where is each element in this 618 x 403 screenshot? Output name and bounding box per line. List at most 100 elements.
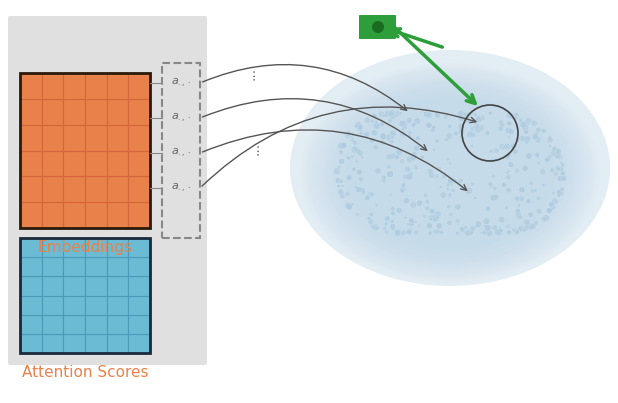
Circle shape — [354, 124, 358, 128]
Circle shape — [506, 230, 511, 235]
Bar — [107, 315, 129, 334]
Circle shape — [482, 230, 487, 235]
Circle shape — [358, 177, 364, 182]
Bar — [85, 150, 107, 177]
Circle shape — [541, 128, 546, 133]
Circle shape — [554, 153, 561, 159]
Circle shape — [530, 224, 533, 227]
Circle shape — [551, 151, 556, 157]
Circle shape — [486, 230, 493, 236]
Circle shape — [394, 155, 400, 160]
Ellipse shape — [326, 82, 574, 264]
Bar — [107, 73, 129, 99]
Bar — [107, 99, 129, 125]
Circle shape — [433, 218, 438, 222]
Ellipse shape — [310, 70, 591, 276]
Circle shape — [337, 165, 341, 169]
Circle shape — [465, 189, 471, 195]
Circle shape — [551, 206, 554, 210]
Bar — [107, 295, 129, 315]
Bar — [63, 177, 85, 202]
Bar — [129, 257, 150, 276]
Circle shape — [428, 215, 435, 221]
Circle shape — [517, 226, 524, 232]
Circle shape — [439, 230, 444, 235]
Circle shape — [412, 152, 417, 157]
Circle shape — [390, 153, 396, 159]
Circle shape — [394, 229, 401, 237]
Circle shape — [369, 212, 373, 217]
Circle shape — [519, 118, 523, 123]
Circle shape — [464, 226, 468, 229]
Circle shape — [486, 206, 491, 211]
Circle shape — [513, 112, 519, 118]
Circle shape — [458, 128, 465, 135]
Circle shape — [355, 148, 360, 154]
Circle shape — [518, 215, 522, 219]
Circle shape — [525, 136, 531, 142]
Bar — [20, 125, 41, 150]
Bar — [41, 334, 63, 353]
Circle shape — [380, 133, 387, 140]
Bar — [107, 177, 129, 202]
Ellipse shape — [312, 72, 588, 274]
Circle shape — [385, 110, 391, 116]
Ellipse shape — [314, 73, 586, 272]
Circle shape — [417, 200, 423, 206]
Bar — [63, 125, 85, 150]
Circle shape — [355, 160, 358, 163]
Circle shape — [357, 150, 363, 156]
Circle shape — [506, 187, 511, 193]
Circle shape — [351, 138, 354, 141]
Ellipse shape — [324, 80, 577, 266]
Circle shape — [473, 113, 478, 117]
Circle shape — [560, 163, 565, 168]
Circle shape — [474, 225, 477, 229]
Circle shape — [352, 167, 356, 171]
Circle shape — [368, 192, 371, 195]
Circle shape — [445, 113, 449, 116]
Circle shape — [462, 112, 467, 116]
Circle shape — [446, 183, 450, 187]
Circle shape — [345, 202, 351, 209]
Circle shape — [528, 212, 534, 218]
Circle shape — [413, 145, 420, 151]
Circle shape — [399, 120, 406, 127]
Circle shape — [460, 227, 464, 231]
Circle shape — [406, 156, 413, 163]
Text: Embeddings: Embeddings — [38, 240, 132, 255]
Circle shape — [426, 122, 432, 129]
Circle shape — [488, 225, 493, 230]
Circle shape — [402, 125, 407, 130]
Bar — [129, 99, 150, 125]
Circle shape — [389, 114, 394, 119]
Circle shape — [494, 230, 497, 233]
Circle shape — [436, 166, 442, 171]
Ellipse shape — [305, 66, 595, 280]
Circle shape — [382, 114, 385, 118]
FancyArrowPatch shape — [203, 99, 426, 150]
Bar — [129, 315, 150, 334]
Circle shape — [363, 131, 370, 137]
Circle shape — [469, 230, 473, 234]
Circle shape — [359, 131, 363, 135]
Ellipse shape — [300, 63, 600, 283]
Circle shape — [373, 225, 378, 231]
Bar — [63, 99, 85, 125]
Circle shape — [525, 225, 530, 230]
Circle shape — [528, 224, 533, 230]
Circle shape — [505, 225, 509, 229]
Circle shape — [468, 230, 473, 235]
Bar — [41, 315, 63, 334]
Circle shape — [540, 169, 546, 175]
Bar — [107, 257, 129, 276]
Circle shape — [507, 121, 512, 126]
Circle shape — [519, 187, 525, 193]
Circle shape — [433, 231, 436, 234]
Bar — [107, 238, 129, 257]
Circle shape — [547, 137, 553, 143]
Circle shape — [548, 144, 552, 148]
Circle shape — [391, 206, 395, 211]
Circle shape — [447, 220, 452, 226]
Ellipse shape — [338, 91, 562, 255]
